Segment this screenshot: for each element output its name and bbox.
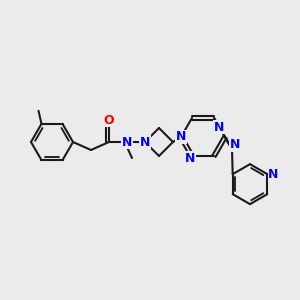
Text: N: N [185,152,195,165]
Text: N: N [214,121,224,134]
Text: N: N [268,168,278,181]
Text: N: N [230,138,240,152]
Text: N: N [122,136,132,148]
Text: N: N [176,130,186,143]
Text: O: O [104,113,114,127]
Text: N: N [140,136,150,148]
